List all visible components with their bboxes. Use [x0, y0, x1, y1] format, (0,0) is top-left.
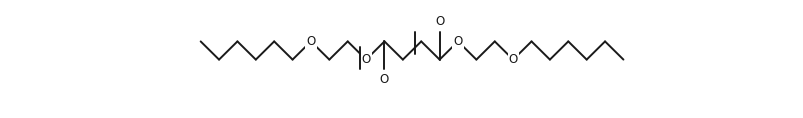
Text: O: O — [306, 35, 316, 48]
Text: O: O — [361, 53, 370, 66]
Text: O: O — [453, 35, 462, 48]
Text: O: O — [507, 53, 517, 66]
Text: O: O — [434, 15, 444, 28]
Text: O: O — [379, 73, 389, 86]
